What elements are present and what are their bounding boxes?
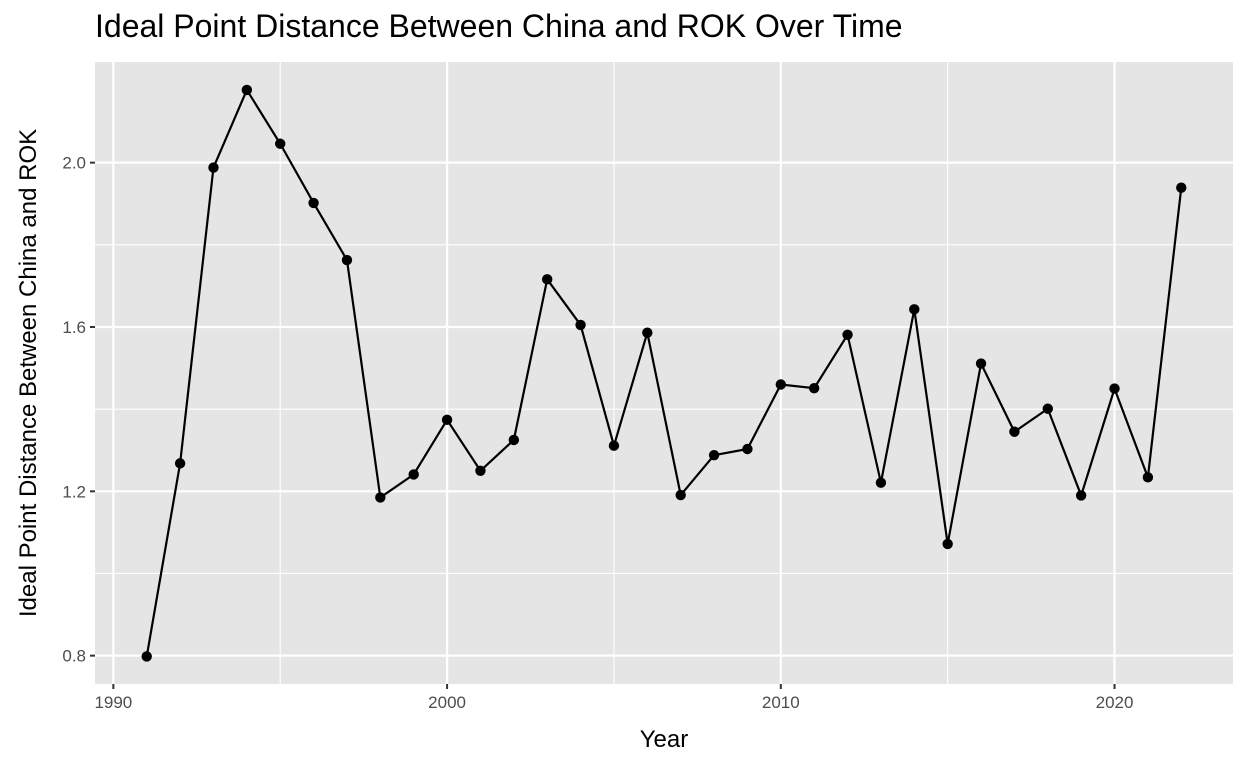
data-point (742, 443, 753, 455)
data-point (541, 274, 553, 285)
x-tick-label: 2010 (762, 693, 800, 712)
data-point (575, 319, 586, 331)
data-point (1176, 182, 1187, 193)
data-point (975, 358, 987, 369)
data-point (875, 477, 887, 488)
data-point (141, 651, 152, 662)
x-tick-label: 1990 (94, 693, 132, 712)
series-line (145, 88, 1183, 657)
data-point (375, 492, 386, 503)
x-axis-ticks: 1990 2000 2010 2020 (94, 684, 1133, 712)
y-tick-label: 0.8 (62, 647, 86, 666)
data-point (942, 538, 953, 550)
major-gridlines (95, 62, 1233, 684)
data-point (275, 138, 286, 149)
data-point (1075, 490, 1087, 501)
data-point (808, 383, 820, 394)
data-point (642, 327, 653, 338)
y-tick-label: 2.0 (62, 154, 86, 173)
x-tick-label: 2000 (428, 693, 466, 712)
data-point (842, 329, 853, 340)
x-tick-label: 2020 (1096, 693, 1134, 712)
data-point (408, 469, 419, 480)
minor-gridlines (95, 62, 1233, 684)
plot-panel (95, 62, 1233, 684)
data-point (775, 379, 787, 390)
series-layer (141, 84, 1187, 662)
data-point (1142, 472, 1154, 483)
data-point (475, 465, 486, 476)
data-point (341, 254, 353, 266)
data-point (1042, 403, 1053, 414)
data-point (174, 458, 186, 469)
data-point (208, 162, 219, 173)
data-point (1109, 383, 1120, 394)
y-axis-ticks: 0.8 1.2 1.6 2.0 (62, 154, 95, 666)
data-point (308, 197, 319, 209)
x-axis-title: Year (640, 726, 689, 753)
data-point (608, 440, 620, 451)
y-tick-label: 1.2 (62, 482, 86, 501)
data-point (1009, 426, 1020, 437)
y-axis-title: Ideal Point Distance Between China and R… (15, 129, 42, 617)
y-tick-label: 1.6 (62, 318, 86, 337)
data-point (241, 84, 253, 96)
data-point (708, 449, 720, 461)
chart-title: Ideal Point Distance Between China and R… (95, 8, 903, 44)
data-point (909, 304, 920, 315)
data-point (675, 489, 686, 501)
data-point (441, 414, 453, 426)
data-point (508, 434, 520, 446)
